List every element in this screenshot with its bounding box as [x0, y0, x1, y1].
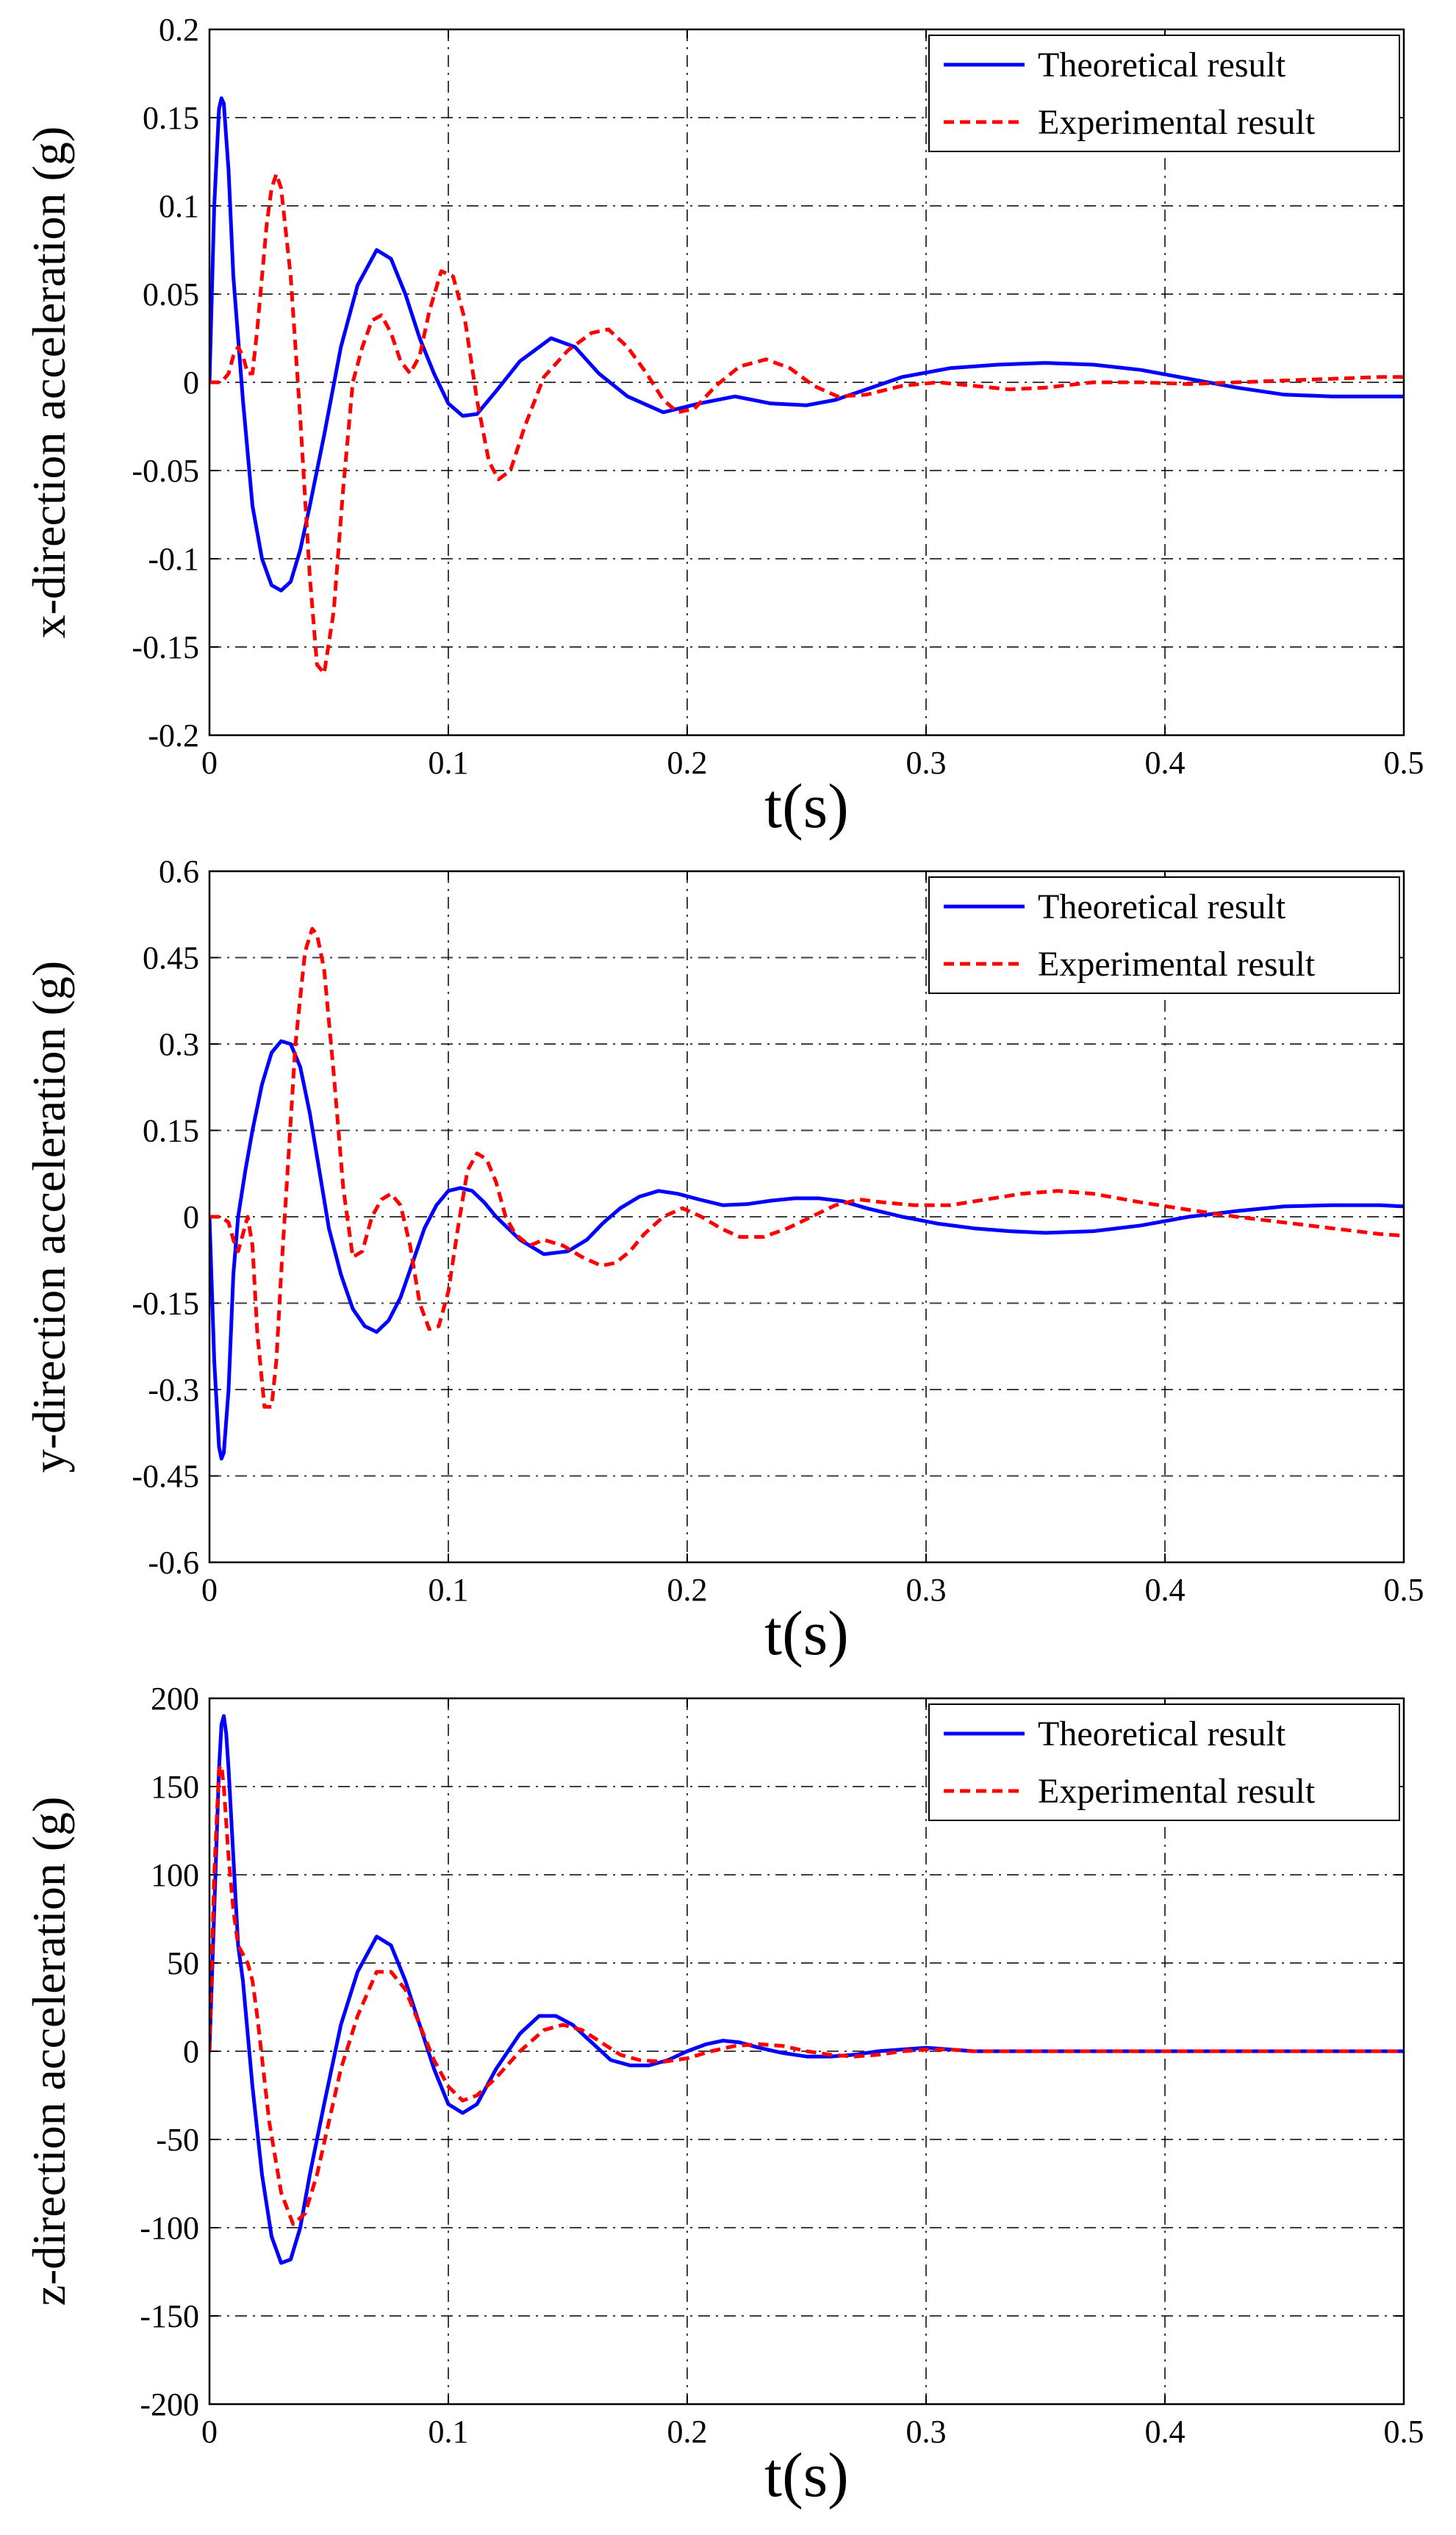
y-tick-label: 0 — [183, 1199, 199, 1235]
x-tick-label: 0 — [201, 1572, 218, 1608]
y-tick-label: -0.2 — [148, 718, 199, 754]
theoretical-series-line — [209, 1714, 1404, 2265]
x-tick-label: 0 — [201, 2414, 218, 2450]
x-tick-label: 0.5 — [1384, 1572, 1424, 1608]
y-tick-label: 150 — [151, 1769, 199, 1805]
legend-experimental-label: Experimental result — [1038, 1772, 1316, 1811]
y-tick-label: 200 — [151, 1681, 199, 1717]
y-tick-label: 0 — [183, 2034, 199, 2070]
x-tick-label: 0.3 — [906, 1572, 947, 1608]
y-tick-label: 100 — [151, 1857, 199, 1893]
y-tick-label: 0.45 — [143, 940, 199, 976]
axes-frame — [208, 28, 1405, 737]
legend-box — [928, 876, 1400, 994]
x-tick-label: 0.5 — [1384, 745, 1424, 781]
x-tick-label: 0.2 — [667, 2414, 708, 2450]
experimental-series-line — [209, 172, 1404, 676]
y-tick-label: -0.45 — [132, 1459, 199, 1495]
x-tick-label: 0.3 — [906, 745, 947, 781]
axes-frame — [208, 1697, 1405, 2406]
x-tick-label: 0.3 — [906, 2414, 947, 2450]
y-tick-label: -0.3 — [148, 1372, 199, 1408]
y-tick-label: 50 — [167, 1945, 199, 1981]
x-acceleration-plot: 0 0.1 0.2 0.3 0.4 0.5 -0.2 -0.15 -0.1 -0.05 0 0.05 0… — [23, 12, 1424, 841]
x-tick-label: 0.2 — [667, 745, 708, 781]
y-tick-label: -100 — [140, 2210, 199, 2246]
y-tick-label: 0.6 — [159, 854, 199, 890]
x-tick-label: 0.1 — [428, 745, 469, 781]
y-tick-label: 0.1 — [159, 188, 199, 224]
y-tick-label: 0.15 — [143, 1113, 199, 1149]
y-tick-label: -0.6 — [148, 1545, 199, 1581]
legend-box — [928, 35, 1400, 152]
y-axis-title: x-direction acceleration (g) — [23, 126, 75, 639]
x-tick-label: 0.4 — [1145, 1572, 1186, 1608]
x-tick-label: 0.4 — [1145, 2414, 1186, 2450]
theoretical-series-line — [209, 96, 1404, 593]
experimental-series-line — [209, 926, 1404, 1409]
legend-theoretical-label: Theoretical result — [1038, 887, 1286, 926]
y-tick-label: 0.3 — [159, 1026, 199, 1062]
x-axis-title: t(s) — [764, 2439, 849, 2510]
experimental-series-line — [209, 1763, 1404, 2226]
y-axis-title: y-direction acceleration (g) — [23, 961, 75, 1473]
x-tick-label: 0.4 — [1145, 745, 1186, 781]
y-tick-label: -0.15 — [132, 1286, 199, 1322]
x-tick-label: 0.2 — [667, 1572, 708, 1608]
y-axis-title: z-direction acceleration (g) — [23, 1797, 75, 2306]
theoretical-series-line — [209, 1039, 1404, 1461]
x-tick-label: 0 — [201, 745, 218, 781]
y-tick-label: -200 — [140, 2386, 199, 2423]
y-acceleration-plot: 0 0.1 0.2 0.3 0.4 0.5 -0.6 -0.45 -0.3 -0.15 0 0.15 0… — [23, 854, 1424, 1668]
y-tick-label: -0.1 — [148, 541, 199, 577]
y-tick-label: 0.15 — [143, 100, 199, 136]
legend-theoretical-label: Theoretical result — [1038, 1715, 1286, 1753]
legend-experimental-label: Experimental result — [1038, 103, 1316, 142]
legend-box — [928, 1703, 1400, 1821]
y-tick-label: 0.2 — [159, 12, 199, 48]
y-tick-label: 0.05 — [143, 276, 199, 312]
y-tick-label: -0.15 — [132, 629, 199, 665]
legend-experimental-label: Experimental result — [1038, 945, 1316, 984]
y-tick-label: 0 — [183, 365, 199, 401]
x-axis-title: t(s) — [764, 1598, 849, 1668]
x-tick-label: 0.1 — [428, 2414, 469, 2450]
x-axis-title: t(s) — [764, 770, 849, 841]
axes-frame — [208, 870, 1405, 1564]
y-tick-label: -150 — [140, 2298, 199, 2334]
y-tick-label: -0.05 — [132, 453, 199, 489]
z-acceleration-plot: 0 0.1 0.2 0.3 0.4 0.5 -200 -150 -100 -50 0 50 100 150… — [23, 1681, 1424, 2510]
x-tick-label: 0.1 — [428, 1572, 469, 1608]
y-tick-label: -50 — [156, 2122, 199, 2158]
x-tick-label: 0.5 — [1384, 2414, 1424, 2450]
legend-theoretical-label: Theoretical result — [1038, 46, 1286, 85]
